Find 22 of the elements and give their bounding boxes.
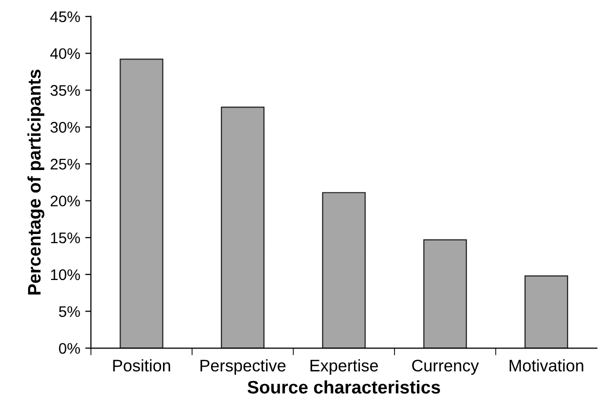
y-tick-label: 5% — [59, 306, 80, 317]
bar — [220, 106, 265, 348]
bar — [423, 239, 467, 348]
y-tick-label: 10% — [51, 269, 80, 280]
bar — [120, 58, 164, 348]
y-tick-label: 40% — [50, 48, 80, 60]
y-tick-label: 15% — [51, 232, 80, 244]
x-tick-label: Position — [113, 359, 170, 372]
x-tick-label: Perspective — [200, 359, 286, 375]
y-tick-label: 25% — [50, 158, 80, 170]
y-tick-label: 35% — [50, 85, 80, 96]
y-tick-label: 30% — [50, 122, 80, 133]
y-tick-label: 45% — [50, 11, 80, 22]
y-axis-title: Percentage of participants — [27, 70, 44, 294]
x-tick-label: Expertise — [310, 359, 378, 375]
bar — [524, 275, 568, 348]
x-tick-label: Currency — [412, 360, 479, 375]
x-axis-title: Source characteristics — [248, 380, 440, 394]
y-tick-label: 20% — [50, 196, 80, 206]
y-tick-label: 0% — [59, 343, 80, 354]
bar — [322, 192, 366, 348]
x-tick-label: Motivation — [510, 359, 584, 372]
